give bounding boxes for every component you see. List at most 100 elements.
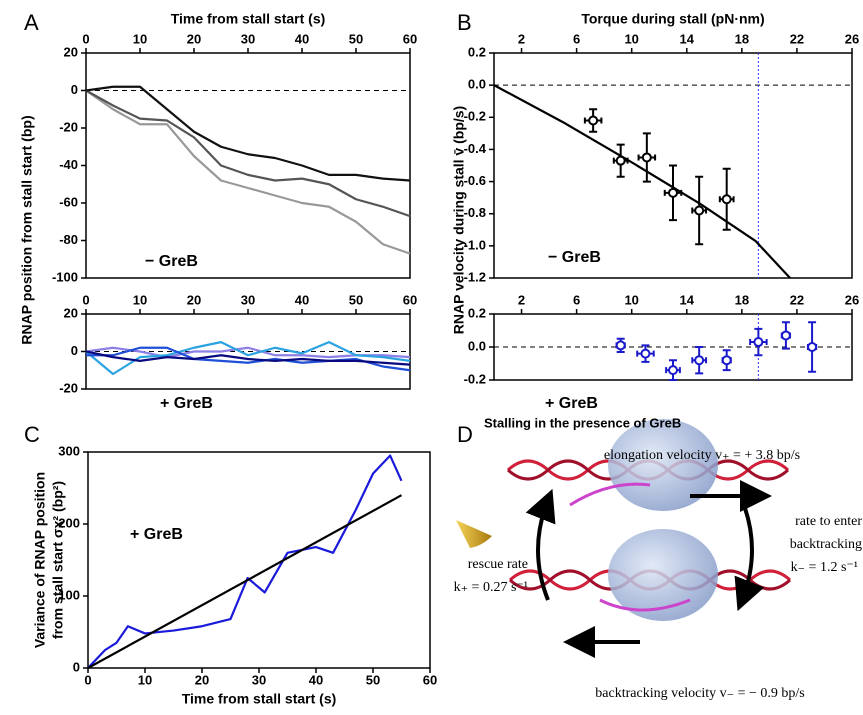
x-tick-label: 10 bbox=[133, 292, 147, 307]
diagram-label: rate to enter bbox=[795, 514, 862, 529]
point bbox=[588, 115, 599, 126]
y-axis-title: from stall start σx² (bp²) bbox=[50, 481, 66, 639]
y-tick-label: 0.2 bbox=[468, 44, 486, 59]
x-tick-label: 2 bbox=[518, 292, 525, 307]
diagram-label: backtracking bbox=[790, 537, 862, 552]
annotation: + GreB bbox=[545, 395, 598, 412]
y-axis-title: Variance of RNAP position bbox=[32, 472, 48, 648]
y-tick-label: -20 bbox=[59, 380, 78, 395]
y-tick-label: -0.8 bbox=[464, 205, 486, 220]
x-tick-label: 10 bbox=[624, 31, 638, 46]
x-tick-label: 2 bbox=[518, 31, 525, 46]
data-line bbox=[85, 89, 411, 255]
x-tick-label: 22 bbox=[790, 31, 804, 46]
x-tick-label: 18 bbox=[735, 31, 749, 46]
point bbox=[721, 355, 732, 366]
y-tick-label: -0.2 bbox=[464, 371, 486, 386]
y-tick-label: -100 bbox=[52, 269, 78, 284]
point bbox=[615, 340, 626, 351]
annotation: + GreB bbox=[160, 395, 213, 412]
y-axis-title: RNAP velocity during stall v̄ (bp/s) bbox=[451, 106, 467, 334]
data-line bbox=[493, 84, 791, 279]
point bbox=[753, 337, 764, 348]
x-tick-label: 14 bbox=[680, 31, 695, 46]
x-tick-label: 50 bbox=[349, 292, 363, 307]
data-line bbox=[85, 85, 411, 182]
y-tick-label: -20 bbox=[59, 119, 78, 134]
y-tick-label: 0 bbox=[71, 82, 78, 97]
x-tick-label: 0 bbox=[82, 292, 89, 307]
y-tick-label: 20 bbox=[64, 305, 78, 320]
x-tick-label: 20 bbox=[187, 31, 201, 46]
x-tick-label: 0 bbox=[84, 672, 91, 687]
point bbox=[668, 187, 678, 198]
x-tick-label: 10 bbox=[624, 292, 638, 307]
data-line bbox=[87, 494, 403, 669]
point bbox=[668, 365, 678, 376]
y-tick-label: 200 bbox=[58, 515, 80, 530]
x-tick-label: 18 bbox=[735, 292, 749, 307]
x-tick-label: 60 bbox=[403, 31, 417, 46]
diagram-label: backtracking velocity v₋ = − 0.9 bp/s bbox=[595, 686, 804, 701]
y-tick-label: 0.0 bbox=[468, 338, 486, 353]
y-tick-label: -0.2 bbox=[464, 109, 486, 124]
x-tick-label: 20 bbox=[195, 672, 209, 687]
x-tick-label: 30 bbox=[252, 672, 266, 687]
point bbox=[694, 355, 705, 366]
panel-letter: B bbox=[457, 10, 472, 35]
diagram-title: Stalling in the presence of GreB bbox=[484, 415, 681, 430]
x-tick-label: 10 bbox=[133, 31, 147, 46]
y-tick-label: 300 bbox=[58, 443, 80, 458]
y-tick-label: 0.0 bbox=[468, 77, 486, 92]
y-tick-label: -1.0 bbox=[464, 237, 486, 252]
x-tick-label: 60 bbox=[403, 292, 417, 307]
x-tick-label: 30 bbox=[241, 31, 255, 46]
y-tick-label: -80 bbox=[59, 232, 78, 247]
panel-letter: D bbox=[457, 422, 473, 447]
x-tick-label: 26 bbox=[845, 31, 859, 46]
y-tick-label: -60 bbox=[59, 194, 78, 209]
x-tick-label: 40 bbox=[309, 672, 323, 687]
y-tick-label: -0.4 bbox=[464, 141, 487, 156]
data-line bbox=[85, 350, 411, 366]
x-axis-title: Time from stall start (s) bbox=[171, 11, 326, 27]
annotation: − GreB bbox=[548, 249, 601, 266]
y-tick-label: 0 bbox=[71, 343, 78, 358]
x-tick-label: 6 bbox=[573, 31, 580, 46]
point bbox=[615, 155, 626, 166]
x-tick-label: 6 bbox=[573, 292, 580, 307]
point bbox=[807, 342, 818, 352]
point bbox=[641, 152, 652, 163]
data-line bbox=[85, 89, 411, 218]
y-tick-label: -0.6 bbox=[464, 173, 486, 188]
x-tick-label: 40 bbox=[295, 31, 309, 46]
x-axis-title: Torque during stall (pN·nm) bbox=[581, 11, 764, 27]
y-tick-label: 20 bbox=[64, 44, 78, 59]
y-tick-label: -1.2 bbox=[464, 269, 486, 284]
annotation: − GreB bbox=[145, 253, 198, 270]
diagram-label: k₋ = 1.2 s⁻¹ bbox=[791, 560, 858, 575]
data-line bbox=[87, 454, 403, 669]
plot-frame bbox=[493, 52, 853, 279]
data-line bbox=[86, 346, 411, 372]
point bbox=[721, 194, 732, 205]
y-axis-title: RNAP position from stall start (bp) bbox=[19, 115, 35, 344]
x-tick-label: 40 bbox=[295, 292, 309, 307]
diagram-art bbox=[456, 419, 792, 658]
x-tick-label: 10 bbox=[138, 672, 152, 687]
x-tick-label: 60 bbox=[423, 672, 437, 687]
x-axis-title: Time from stall start (s) bbox=[182, 691, 337, 707]
y-tick-label: -40 bbox=[59, 157, 78, 172]
annotation: + GreB bbox=[130, 526, 183, 543]
x-tick-label: 14 bbox=[680, 292, 695, 307]
point bbox=[780, 330, 791, 341]
data-line bbox=[85, 341, 411, 376]
x-tick-label: 50 bbox=[349, 31, 363, 46]
y-tick-label: 0.2 bbox=[468, 305, 486, 320]
point bbox=[694, 205, 705, 216]
diagram-label: rescue rate bbox=[468, 557, 528, 572]
point bbox=[640, 348, 651, 359]
y-tick-label: 100 bbox=[58, 587, 80, 602]
